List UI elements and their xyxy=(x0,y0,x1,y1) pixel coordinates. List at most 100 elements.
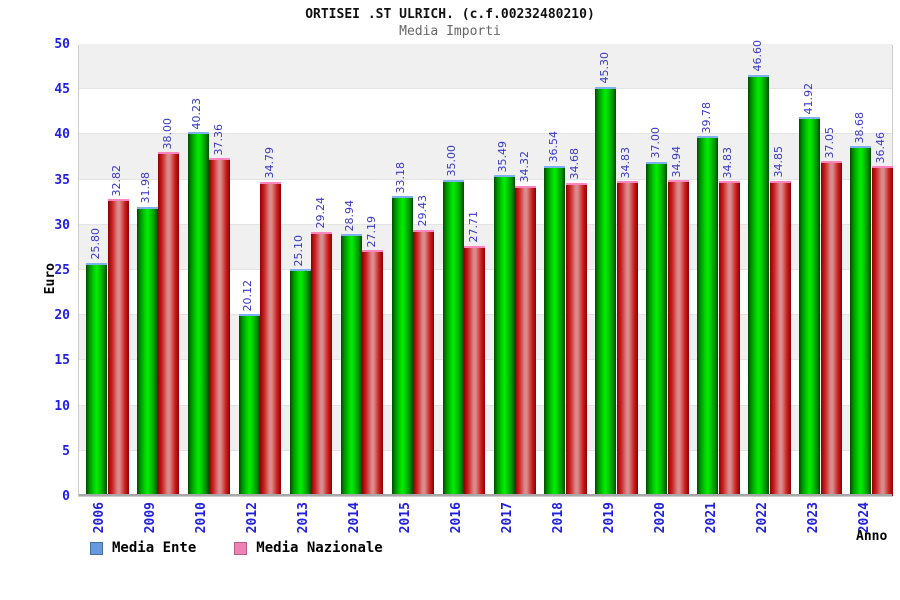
legend-swatch-media-nazionale xyxy=(234,541,248,555)
x-tick-label: 2022 xyxy=(754,502,770,534)
x-tick-label: 2012 xyxy=(245,502,261,534)
bar-value-label: 46.60 xyxy=(750,40,764,72)
x-tick-label: 2021 xyxy=(703,502,719,534)
bar-media-ente xyxy=(442,179,464,496)
y-tick-label: 50 xyxy=(54,37,70,52)
bar-media-ente xyxy=(86,262,107,496)
legend-swatch-media-ente xyxy=(90,541,103,555)
x-tick-label: 2015 xyxy=(398,502,414,534)
bar-value-label: 28.94 xyxy=(343,199,357,232)
bar-media-nazionale xyxy=(769,180,791,496)
bar-value-label: 37.36 xyxy=(211,123,225,156)
bar-media-nazionale xyxy=(871,166,893,496)
x-tick-label: 2020 xyxy=(652,502,668,534)
bar-media-ente xyxy=(340,234,362,496)
bar-media-ente xyxy=(850,146,872,496)
x-axis-baseline xyxy=(79,494,892,496)
bar-media-nazionale xyxy=(515,185,536,496)
bar-value-label: 34.94 xyxy=(670,145,684,178)
bar-media-nazionale xyxy=(158,152,180,496)
bar-media-ente xyxy=(187,132,209,496)
bar-value-label: 32.82 xyxy=(110,164,123,197)
bar-media-nazionale xyxy=(464,245,486,496)
bar-media-ente xyxy=(391,196,413,496)
bar-media-nazionale xyxy=(565,182,587,496)
x-tick-label: 2019 xyxy=(601,502,617,534)
gridline xyxy=(79,88,892,90)
bar-value-label: 29.24 xyxy=(313,197,327,229)
x-tick-label: 2018 xyxy=(550,502,566,534)
x-tick-label: 2017 xyxy=(499,502,515,534)
gridline xyxy=(79,449,892,451)
plot-band xyxy=(79,44,892,90)
bar-value-label: 25.10 xyxy=(292,234,306,267)
gridline xyxy=(79,314,892,316)
bar-value-label: 34.79 xyxy=(262,147,276,179)
bar-media-ente xyxy=(799,117,821,496)
bar-media-ente xyxy=(493,175,515,496)
bar-media-nazionale xyxy=(107,199,129,496)
bar-value-label: 38.68 xyxy=(852,111,866,144)
y-tick-label: 40 xyxy=(54,127,70,143)
x-tick-label: 2016 xyxy=(449,502,465,534)
bar-media-nazionale xyxy=(413,229,435,496)
bar-value-label: 35.49 xyxy=(496,140,509,173)
bar-media-ente xyxy=(748,74,770,496)
bar-media-ente xyxy=(646,161,668,496)
y-tick-label: 35 xyxy=(54,172,70,188)
y-tick-label: 0 xyxy=(62,489,70,504)
bar-value-label: 20.12 xyxy=(241,279,255,312)
bar-value-label: 31.98 xyxy=(139,172,153,204)
x-tick-label: 2006 xyxy=(92,502,108,534)
bar-media-nazionale xyxy=(820,161,842,496)
bar-value-label: 39.78 xyxy=(699,101,713,134)
bar-value-label: 34.85 xyxy=(772,146,786,178)
bar-value-label: 27.19 xyxy=(364,215,378,248)
gridline xyxy=(79,404,892,406)
y-tick-label: 45 xyxy=(54,82,70,98)
x-tick-label: 2023 xyxy=(805,502,821,534)
chart-title: ORTISEI .ST ULRICH. (c.f.00232480210) xyxy=(305,7,595,22)
bar-value-label: 29.43 xyxy=(415,195,429,227)
bar-media-ente xyxy=(697,136,719,496)
x-axis-title: Anno xyxy=(856,529,888,544)
legend: Media Ente Media Nazionale xyxy=(90,540,421,556)
gridline xyxy=(79,133,892,135)
bar-value-label: 34.83 xyxy=(721,146,735,179)
legend-label-media-nazionale: Media Nazionale xyxy=(256,540,383,556)
chart-subtitle: Media Importi xyxy=(399,24,501,39)
bar-value-label: 34.32 xyxy=(517,151,531,183)
bar-media-nazionale xyxy=(209,158,231,496)
bar-value-label: 37.05 xyxy=(823,126,837,159)
y-tick-label: 20 xyxy=(54,308,70,324)
y-tick-label: 25 xyxy=(54,263,70,278)
plot-area: 25.80 32.82 31.98 38.00 40.23 37.36 20.12 34.79… xyxy=(78,40,893,497)
x-tick-label: 2014 xyxy=(347,502,363,534)
bar-media-ente xyxy=(544,165,566,496)
bar-value-label: 38.00 xyxy=(160,117,174,150)
bar-value-label: 25.80 xyxy=(88,228,102,260)
bar-value-label: 45.30 xyxy=(597,52,611,84)
bar-value-label: 36.54 xyxy=(546,131,560,163)
gridline xyxy=(79,223,892,225)
bar-media-ente xyxy=(136,206,158,496)
y-tick-label: 10 xyxy=(54,398,70,414)
bar-value-label: 35.00 xyxy=(445,145,459,177)
bar-media-nazionale xyxy=(260,181,282,496)
bar-value-label: 34.83 xyxy=(619,146,633,179)
bar-value-label: 33.18 xyxy=(394,161,408,194)
legend-label-media-ente: Media Ente xyxy=(112,540,197,556)
bar-value-label: 34.68 xyxy=(568,148,582,180)
y-tick-label: 5 xyxy=(62,443,70,459)
y-tick-label: 15 xyxy=(54,353,70,369)
bar-media-nazionale xyxy=(718,181,740,496)
bar-value-label: 41.92 xyxy=(801,82,815,115)
x-tick-label: 2010 xyxy=(194,502,210,534)
bar-media-ente xyxy=(289,269,311,496)
bar-media-nazionale xyxy=(667,180,689,496)
gridline xyxy=(79,178,892,180)
bar-media-nazionale xyxy=(616,181,638,496)
x-tick-label: 2009 xyxy=(143,502,159,534)
bar-value-label: 40.23 xyxy=(190,97,204,130)
